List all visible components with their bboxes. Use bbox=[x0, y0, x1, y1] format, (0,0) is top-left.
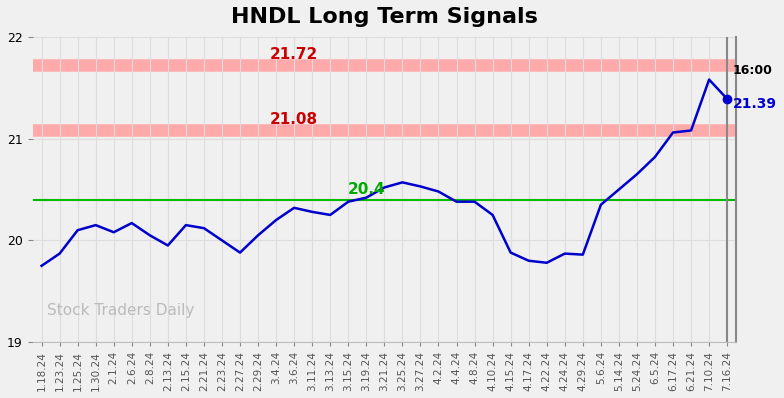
Text: 21.08: 21.08 bbox=[270, 112, 318, 127]
Title: HNDL Long Term Signals: HNDL Long Term Signals bbox=[231, 7, 538, 27]
Text: 16:00: 16:00 bbox=[732, 64, 772, 76]
Text: 21.39: 21.39 bbox=[732, 97, 777, 111]
Text: Stock Traders Daily: Stock Traders Daily bbox=[46, 303, 194, 318]
Text: 20.4: 20.4 bbox=[347, 181, 385, 197]
Text: 21.72: 21.72 bbox=[270, 47, 318, 62]
